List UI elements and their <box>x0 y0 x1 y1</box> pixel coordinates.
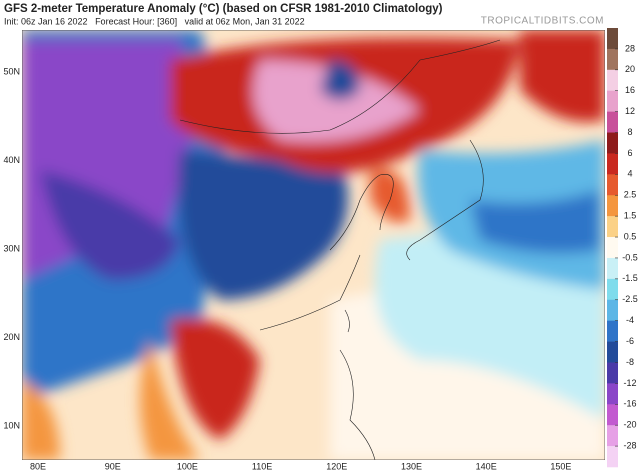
colorbar-label: 20 <box>625 64 635 74</box>
lat-label: 40N <box>3 155 20 165</box>
lon-label: 80E <box>30 461 46 471</box>
colorbar-label: -0.5 <box>622 252 638 262</box>
lon-label: 90E <box>105 461 121 471</box>
colorbar-swatch <box>607 132 618 154</box>
lon-label: 140E <box>476 461 497 471</box>
lon-label: 150E <box>550 461 571 471</box>
colorbar-swatch <box>607 195 618 217</box>
colorbar-swatch <box>607 320 618 342</box>
colorbar-swatch <box>607 69 618 92</box>
title: GFS 2-meter Temperature Anomaly (°C) (ba… <box>4 3 443 15</box>
colorbar-label: -6 <box>626 336 634 346</box>
colorbar-swatch <box>607 90 618 112</box>
colorbar-label: 0.5 <box>624 231 637 241</box>
colorbar-label: 1.5 <box>624 211 637 221</box>
lon-label: 100E <box>177 461 198 471</box>
colorbar-swatch <box>607 341 618 363</box>
colorbar-label: -16 <box>623 399 636 409</box>
colorbar-swatch <box>607 28 618 50</box>
colorbar-label: -1.5 <box>622 273 638 283</box>
colorbar-swatch <box>607 111 618 133</box>
colorbar-label: 8 <box>627 127 632 137</box>
subtitle: Init: 06z Jan 16 2022 Forecast Hour: [36… <box>4 16 305 26</box>
lat-label: 50N <box>3 66 20 76</box>
colorbar-swatch <box>607 257 618 280</box>
lat-label: 30N <box>3 243 20 253</box>
colorbar-swatch <box>607 446 618 468</box>
colorbar-label: -2.5 <box>622 294 638 304</box>
colorbar-swatch <box>607 174 618 196</box>
colorbar-label: 4 <box>627 169 632 179</box>
watermark: TROPICALTIDBITS.COM <box>481 16 604 27</box>
lat-label: 20N <box>3 332 20 342</box>
colorbar-swatch <box>607 404 618 426</box>
lon-label: 120E <box>326 461 347 471</box>
colorbar-swatch <box>607 362 618 384</box>
colorbar-label: 28 <box>625 43 635 53</box>
colorbar-label: -4 <box>626 315 634 325</box>
colorbar-swatch <box>607 48 618 71</box>
lat-label: 10N <box>3 420 20 430</box>
colorbar-swatch <box>607 237 618 259</box>
colorbar-label: 2.5 <box>624 190 637 200</box>
colorbar-swatch <box>607 425 618 447</box>
colorbar-label: -8 <box>626 357 634 367</box>
colorbar-label: 16 <box>625 85 635 95</box>
colorbar-swatch <box>607 383 618 405</box>
colorbar-swatch <box>607 216 618 238</box>
colorbar-swatch <box>607 299 618 321</box>
colorbar-label: -12 <box>623 378 636 388</box>
colorbar-swatch <box>607 278 618 301</box>
lon-label: 130E <box>401 461 422 471</box>
colorbar-label: 6 <box>627 148 632 158</box>
colorbar-swatch <box>607 153 618 175</box>
lon-label: 110E <box>252 461 272 471</box>
colorbar-label: 12 <box>625 106 635 116</box>
map <box>22 30 605 460</box>
colorbar-label: -20 <box>623 420 636 430</box>
colorbar-label: -28 <box>623 440 636 450</box>
